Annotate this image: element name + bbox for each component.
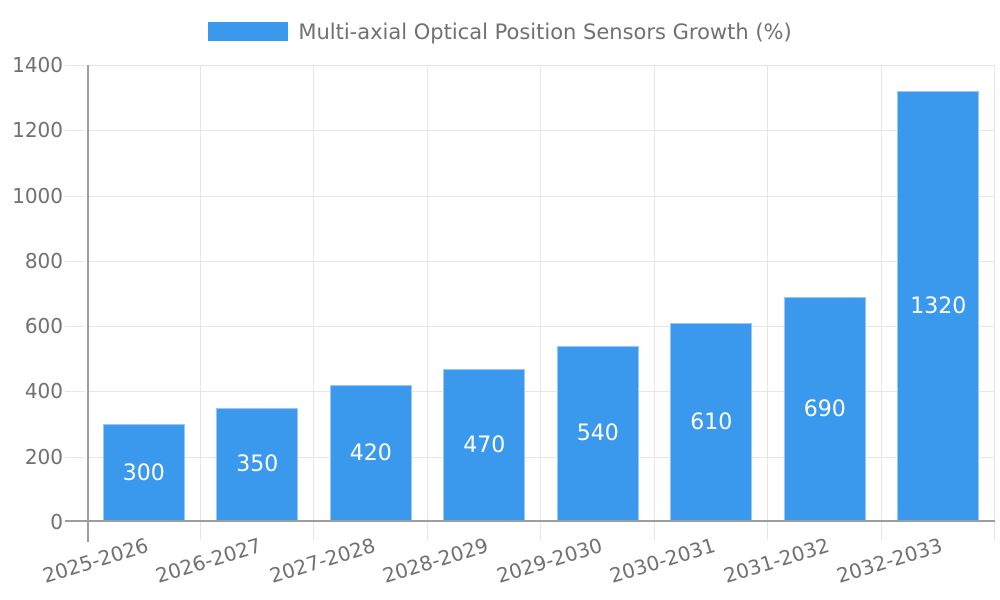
- x-axis-label: 2025-2026: [39, 533, 151, 588]
- x-gridline: [994, 65, 995, 522]
- x-tick: [880, 522, 882, 540]
- y-axis-label: 800: [24, 248, 63, 273]
- y-tick: [65, 130, 85, 132]
- x-tick: [653, 522, 655, 540]
- x-axis-label: 2031-2032: [720, 533, 832, 588]
- bar-value-label: 470: [463, 432, 506, 458]
- bar[interactable]: 350: [216, 407, 299, 522]
- bar-value-label: 540: [576, 421, 619, 447]
- y-axis-label: 1200: [12, 118, 63, 143]
- bar[interactable]: 690: [783, 296, 866, 522]
- y-tick: [65, 260, 85, 262]
- x-gridline: [767, 65, 768, 522]
- y-gridline: [87, 195, 995, 197]
- bar-value-label: 690: [803, 396, 846, 422]
- x-axis-label: 2026-2027: [152, 533, 265, 588]
- x-gridline: [313, 65, 314, 522]
- y-gridline: [87, 391, 995, 393]
- x-tick: [767, 522, 768, 540]
- x-gridline: [199, 65, 201, 522]
- plot-area: 0 200 400 600 800 1000 1200 1400 300 350 420 470 540…: [12, 55, 995, 588]
- y-gridline: [87, 456, 995, 458]
- y-tick: [65, 391, 85, 393]
- y-axis-label: 1000: [12, 183, 63, 208]
- y-gridline: [87, 130, 995, 132]
- legend-label: Multi-axial Optical Position Sensors Gro…: [298, 19, 792, 44]
- x-gridline: [426, 65, 428, 522]
- bar-value-label: 300: [122, 460, 165, 486]
- y-axis-label: 0: [50, 510, 63, 534]
- bar-value-label: 420: [349, 440, 392, 466]
- bar[interactable]: 610: [670, 322, 753, 522]
- x-axis-label: 2032-2033: [833, 533, 946, 588]
- x-axis-label: 2027-2028: [266, 533, 378, 588]
- x-gridline: [880, 65, 882, 522]
- bar-value-label: 1320: [910, 294, 967, 320]
- x-gridline: [653, 65, 655, 522]
- y-axis-label: 200: [24, 444, 63, 469]
- x-tick: [994, 522, 995, 540]
- y-axis-label: 400: [24, 379, 63, 404]
- y-tick: [65, 326, 85, 328]
- x-tick: [426, 522, 428, 540]
- chart-legend[interactable]: Multi-axial Optical Position Sensors Gro…: [0, 19, 1000, 44]
- bar-value-label: 350: [236, 452, 279, 478]
- y-axis-label: 1400: [12, 53, 63, 77]
- x-axis-label: 2028-2029: [379, 533, 492, 588]
- bar[interactable]: 470: [443, 368, 526, 522]
- bar[interactable]: 300: [102, 424, 185, 522]
- x-gridline: [540, 65, 541, 522]
- y-gridline: [87, 65, 995, 66]
- y-tick: [65, 65, 85, 66]
- bar[interactable]: 420: [329, 384, 412, 522]
- bar[interactable]: 540: [556, 345, 639, 522]
- legend-swatch-icon: [208, 22, 289, 41]
- y-tick: [65, 195, 85, 197]
- x-axis-line: [65, 520, 995, 522]
- y-gridline: [87, 260, 995, 262]
- y-gridline: [87, 326, 995, 328]
- x-tick: [313, 522, 314, 540]
- y-tick: [65, 456, 85, 458]
- x-axis-label: 2029-2030: [493, 533, 605, 588]
- y-axis-label: 600: [24, 314, 63, 339]
- bar[interactable]: 1320: [897, 91, 980, 522]
- x-axis-label: 2030-2031: [606, 533, 719, 588]
- y-axis-line: [87, 65, 89, 542]
- x-tick: [199, 522, 201, 540]
- x-tick: [540, 522, 541, 540]
- bar-value-label: 610: [690, 409, 733, 435]
